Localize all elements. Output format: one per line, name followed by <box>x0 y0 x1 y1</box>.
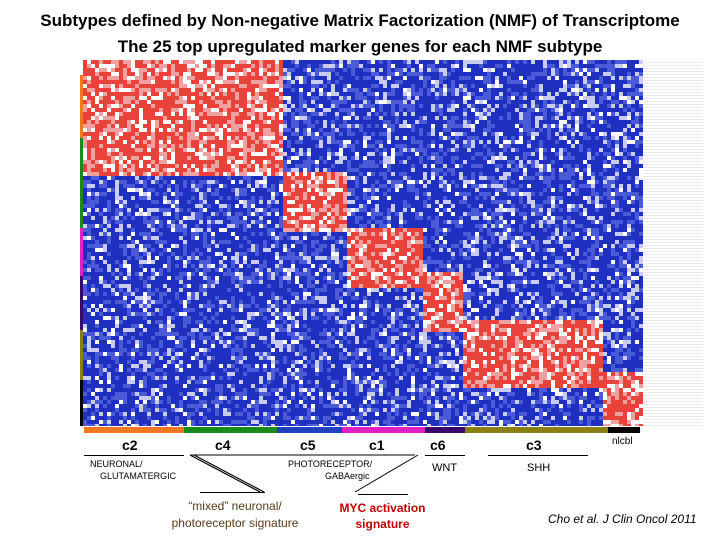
heatmap <box>83 60 643 426</box>
annot-myc-1: MYC activation <box>339 501 426 515</box>
label-nlcbl: nlcbl <box>612 436 633 447</box>
annot-mixed-1: “mixed” neuronal/ <box>188 499 282 513</box>
annot-gabaergic: GABAergic <box>325 471 370 481</box>
citation: Cho et al. J Clin Oncol 2011 <box>548 512 697 526</box>
annot-photoreceptor: PHOTORECEPTOR/ <box>288 459 373 469</box>
line-c2 <box>84 455 184 456</box>
sidebar-c3 <box>80 330 84 380</box>
title-line-2: The 25 top upregulated marker genes for … <box>117 37 603 56</box>
label-c2: c2 <box>122 437 138 453</box>
label-c1: c1 <box>369 437 385 453</box>
sidebar-nlcbl <box>80 380 84 426</box>
annot-neuronal: NEURONAL/ <box>90 459 143 469</box>
gene-labels <box>643 60 703 426</box>
line-myc <box>358 494 408 495</box>
colorbar-c5 <box>277 427 342 433</box>
annot-mixed-2: photoreceptor signature <box>171 516 299 530</box>
colorbar-c6 <box>425 427 465 433</box>
colorbar-c4 <box>184 427 277 433</box>
sidebar-c1 <box>80 228 84 276</box>
line-mixed <box>200 492 265 493</box>
colorbar-c1 <box>342 427 425 433</box>
colorbar-c2 <box>84 427 184 433</box>
label-c6: c6 <box>430 437 446 453</box>
line-c6 <box>425 455 465 456</box>
connector-lines <box>189 454 419 493</box>
colorbar-nlcbl <box>608 427 640 433</box>
label-c5: c5 <box>300 437 316 453</box>
title-line-1: Subtypes defined by Non-negative Matrix … <box>40 11 680 30</box>
label-c4: c4 <box>215 437 231 453</box>
annot-shh: SHH <box>527 462 551 474</box>
sidebar-c6 <box>80 276 84 330</box>
colorbar-c3 <box>465 427 608 433</box>
sidebar-c2 <box>80 75 84 138</box>
label-c3: c3 <box>526 437 542 453</box>
annot-glutamatergic: GLUTAMATERGIC <box>100 471 177 481</box>
heatmap-cells <box>83 60 643 426</box>
line-c3 <box>488 455 588 456</box>
annot-myc-2: signature <box>355 517 410 531</box>
annot-wnt: WNT <box>432 462 458 474</box>
sidebar-c4 <box>80 138 84 228</box>
